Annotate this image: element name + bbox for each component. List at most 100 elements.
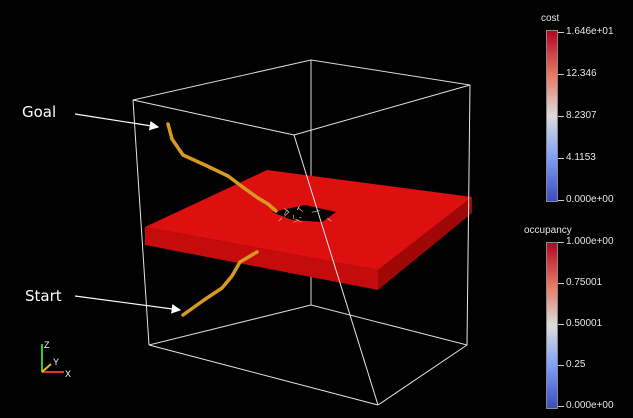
tree-edge (352, 107, 370, 108)
tree-edge (141, 370, 153, 388)
tree-edge (191, 146, 205, 156)
tree-edge (279, 387, 292, 394)
tree-edge (291, 311, 293, 338)
tree-edge (392, 116, 393, 142)
tree-edge (283, 80, 300, 101)
occupancy-colorbar-gradient (546, 242, 558, 409)
tree-edge (327, 369, 345, 375)
tree-edge (356, 331, 379, 332)
tree-edge (155, 320, 180, 335)
tree-edge (453, 295, 465, 303)
tree-edge (427, 85, 430, 106)
tree-edge (306, 52, 324, 72)
tree-edge (375, 137, 395, 151)
tree-edge (305, 309, 316, 336)
tree-edge (150, 324, 177, 330)
tree-edge (357, 143, 377, 152)
tree-edge (385, 90, 392, 116)
cost-tick-2: 8.2307 (558, 110, 597, 121)
tree-edge (371, 177, 392, 179)
tree-edge (199, 380, 216, 386)
tree-edge (241, 358, 248, 377)
tree-edge (457, 103, 466, 130)
tree-edge (440, 307, 451, 330)
tree-edge (205, 380, 225, 392)
tree-edge (155, 199, 174, 200)
tree-edge (373, 172, 392, 179)
occupancy-tick-2: 0.50001 (557, 318, 603, 329)
tree-edge (446, 303, 464, 310)
tree-edge (428, 345, 435, 368)
tree-edge (332, 356, 346, 380)
tree-edge (326, 153, 329, 177)
tree-edge (291, 342, 295, 356)
tree-edge (309, 365, 323, 371)
tree-edge (319, 96, 327, 122)
tree-edge (313, 360, 329, 363)
tree-edge (388, 400, 412, 404)
tree-edge (324, 366, 336, 385)
tree-edge (433, 153, 447, 163)
tree-edge (262, 101, 277, 104)
tree-edge (402, 83, 431, 86)
tree-edge (435, 279, 437, 296)
tree-edge (187, 258, 202, 271)
tree-edge (253, 93, 277, 101)
tree-edge (416, 147, 424, 161)
tree-edge (452, 186, 471, 187)
tree-edge (186, 359, 201, 367)
tree-edge (331, 150, 347, 165)
tree-edge (179, 65, 186, 80)
tree-edge (175, 128, 183, 143)
tree-edge (291, 114, 301, 136)
tree-edge (356, 92, 371, 102)
tree-edge (425, 279, 435, 307)
tree-edge (290, 100, 305, 112)
tree-edge (241, 128, 248, 142)
tree-edge (225, 147, 239, 158)
tree-edge (294, 327, 312, 332)
tree-edge (354, 302, 375, 315)
tree-edge (454, 101, 460, 121)
tree-edge (426, 304, 430, 332)
tree-edge (330, 65, 345, 80)
tree-edge (186, 64, 203, 80)
tree-edge (317, 366, 324, 384)
tree-edge (305, 309, 317, 317)
tree-edge (268, 90, 276, 101)
start-label: Start (25, 287, 62, 305)
tree-edge (340, 322, 350, 333)
tree-edge (292, 363, 312, 380)
tree-edge (160, 199, 166, 219)
tree-edge (435, 275, 455, 277)
tree-edge (446, 61, 462, 65)
tree-edge (284, 208, 288, 212)
tree-edge (199, 393, 214, 400)
tree-edge (359, 363, 383, 374)
tree-edge (167, 315, 183, 318)
tree-edge (357, 143, 363, 156)
tree-edge (327, 347, 343, 359)
tree-edge (190, 139, 217, 144)
tree-edge (146, 158, 166, 167)
tree-edge (222, 380, 242, 393)
tree-edge (253, 118, 266, 125)
tree-edge (317, 74, 324, 103)
tree-edge (431, 130, 457, 134)
tree-edge (274, 332, 293, 337)
tree-edge (160, 273, 166, 302)
tree-edge (171, 126, 190, 139)
tree-edge (225, 307, 246, 311)
tree-edge (443, 329, 456, 345)
goal-label: Goal (22, 103, 57, 121)
tree-edge (193, 194, 212, 195)
tree-edge (352, 127, 375, 138)
tree-edge (410, 56, 412, 84)
tree-edge (277, 122, 279, 137)
tree-edge (270, 273, 292, 276)
tree-edge (412, 366, 435, 369)
tree-edge (310, 175, 334, 176)
tree-edge (236, 398, 250, 418)
